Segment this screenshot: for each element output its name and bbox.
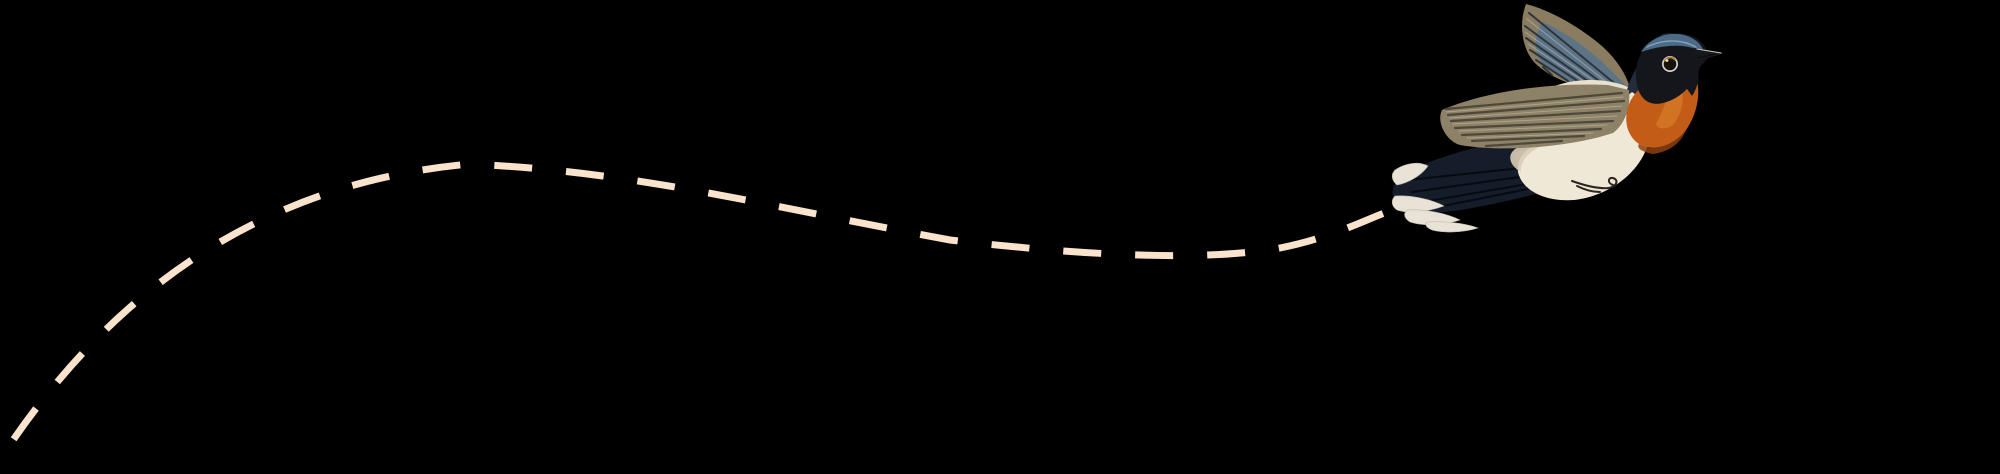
head: [1635, 33, 1725, 104]
beak-ridge-highlight: [1696, 48, 1722, 54]
throat-shadow: [1638, 130, 1686, 154]
eye-iris-arc: [1663, 56, 1676, 62]
tail-white-tip-upper: [1391, 162, 1429, 186]
crown-highlight: [1646, 40, 1697, 48]
far-wing-feather-highlights: [1524, 18, 1615, 89]
beak-gape-line: [1696, 53, 1717, 59]
far-wing: [1522, 4, 1630, 92]
near-wing-feather-highlights: [1446, 96, 1624, 139]
eye: [1662, 56, 1678, 72]
eye-glint: [1665, 59, 1669, 62]
feet: [1571, 176, 1618, 193]
tail-white-tip-3: [1425, 221, 1479, 233]
dashed-flight-path: [0, 160, 1394, 467]
beak: [1693, 48, 1725, 61]
chin-band: [1685, 60, 1699, 96]
tail-feather-lines: [1407, 160, 1589, 208]
belly-shadow: [1510, 142, 1546, 172]
near-wing: [1440, 84, 1630, 149]
swallow-illustration: [1391, 4, 1725, 233]
near-wing-feather-streaks: [1444, 91, 1626, 148]
crown-patch: [1641, 33, 1704, 53]
far-wing-feather-streaks: [1524, 12, 1620, 90]
